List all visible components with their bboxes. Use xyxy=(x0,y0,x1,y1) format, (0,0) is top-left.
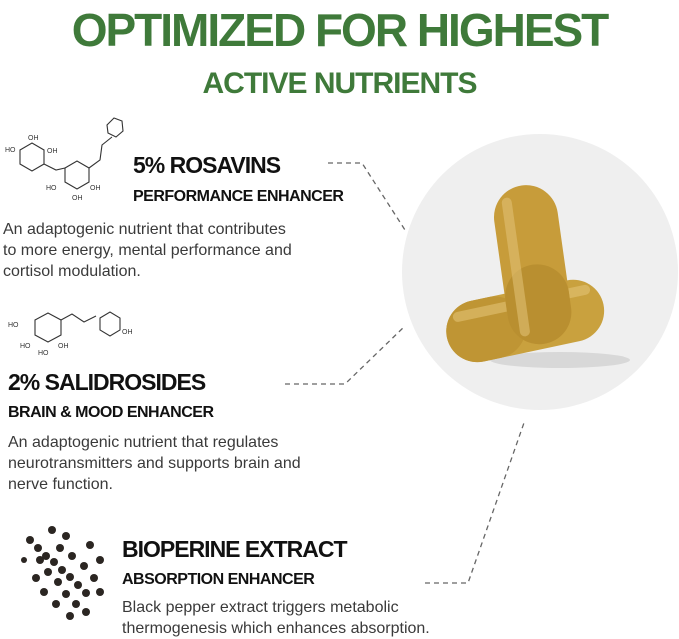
salidrosides-description: An adaptogenic nutrient that regulates n… xyxy=(8,434,301,493)
svg-text:OH: OH xyxy=(122,329,133,336)
salidroside-molecule-labels: HO HO HO OH OH xyxy=(8,322,133,357)
svg-text:HO: HO xyxy=(8,322,19,329)
rosavins-subheading: PERFORMANCE ENHANCER xyxy=(133,188,344,205)
svg-text:HO: HO xyxy=(5,147,16,154)
bioperine-subheading: ABSORPTION ENHANCER xyxy=(122,571,315,588)
salidrosides-heading: 2% SALIDROSIDES xyxy=(8,369,206,395)
salidrosides-subheading: BRAIN & MOOD ENHANCER xyxy=(8,404,214,421)
rosavin-molecule-icon xyxy=(19,117,124,190)
rosavins-description: An adaptogenic nutrient that contributes… xyxy=(3,221,292,280)
black-pepper-icon xyxy=(21,526,104,620)
salidroside-molecule-icon xyxy=(34,311,121,343)
bioperine-description: Black pepper extract triggers metabolic … xyxy=(122,599,430,637)
svg-text:OH: OH xyxy=(90,185,101,192)
connector-lines xyxy=(285,162,526,584)
svg-text:HO: HO xyxy=(20,343,31,350)
svg-text:HO: HO xyxy=(46,185,57,192)
rosavins-heading: 5% ROSAVINS xyxy=(133,152,281,178)
rosavin-molecule-labels: OH HO OH HO OH OH xyxy=(5,135,101,202)
capsule-image xyxy=(446,185,630,368)
page-title: OPTIMIZED FOR HIGHEST xyxy=(71,4,610,56)
svg-text:OH: OH xyxy=(72,195,83,202)
bioperine-heading: BIOPERINE EXTRACT xyxy=(122,536,348,562)
svg-text:OH: OH xyxy=(58,343,69,350)
svg-text:OH: OH xyxy=(28,135,39,142)
svg-text:HO: HO xyxy=(38,350,49,357)
svg-text:OH: OH xyxy=(47,148,58,155)
page-subtitle: ACTIVE NUTRIENTS xyxy=(202,67,477,100)
